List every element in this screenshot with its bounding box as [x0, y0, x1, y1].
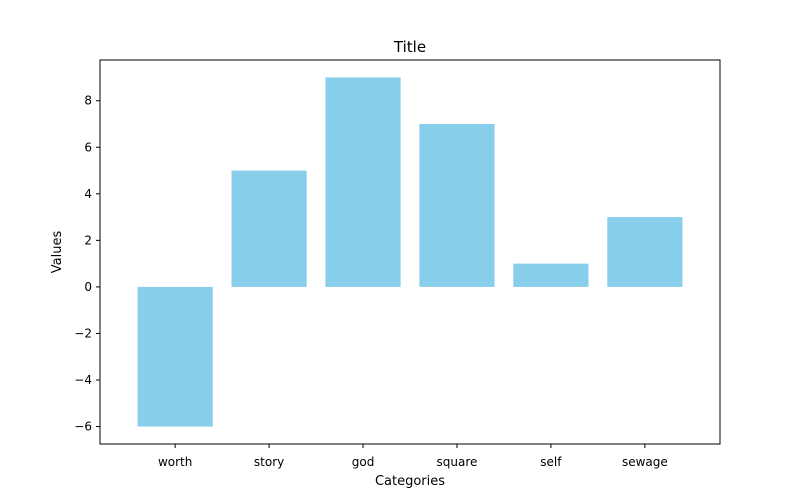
bar-self — [513, 263, 589, 287]
x-axis-ticks: worth story god square self sewage — [158, 444, 668, 469]
bar-square — [419, 124, 495, 287]
x-axis-label: Categories — [375, 474, 445, 489]
x-tick-label: worth — [158, 455, 192, 469]
y-tick-label: 2 — [84, 233, 92, 247]
y-tick-label: −2 — [74, 326, 92, 340]
y-tick-label: −6 — [74, 420, 92, 434]
y-axis-label: Values — [50, 231, 65, 274]
plot-area: −6 −4 −2 0 2 4 6 8 worth story god square self sewag… — [74, 59, 721, 469]
y-tick-label: 4 — [84, 187, 92, 201]
bar-god — [325, 77, 401, 287]
y-tick-label: 8 — [84, 94, 92, 108]
x-tick-label: self — [540, 455, 562, 469]
x-tick-label: god — [352, 455, 375, 469]
bar-worth — [137, 286, 213, 427]
chart-title: Title — [393, 38, 426, 56]
bars-group — [137, 77, 683, 427]
x-tick-label: sewage — [622, 455, 668, 469]
bar-sewage — [607, 217, 683, 287]
x-tick-label: story — [254, 455, 284, 469]
bar-story — [231, 170, 307, 287]
y-tick-label: 6 — [84, 140, 92, 154]
y-axis-ticks: −6 −4 −2 0 2 4 6 8 — [74, 94, 100, 434]
plot-frame — [99, 59, 721, 445]
y-tick-label: −4 — [74, 373, 92, 387]
x-tick-label: square — [437, 455, 478, 469]
y-tick-label: 0 — [84, 280, 92, 294]
